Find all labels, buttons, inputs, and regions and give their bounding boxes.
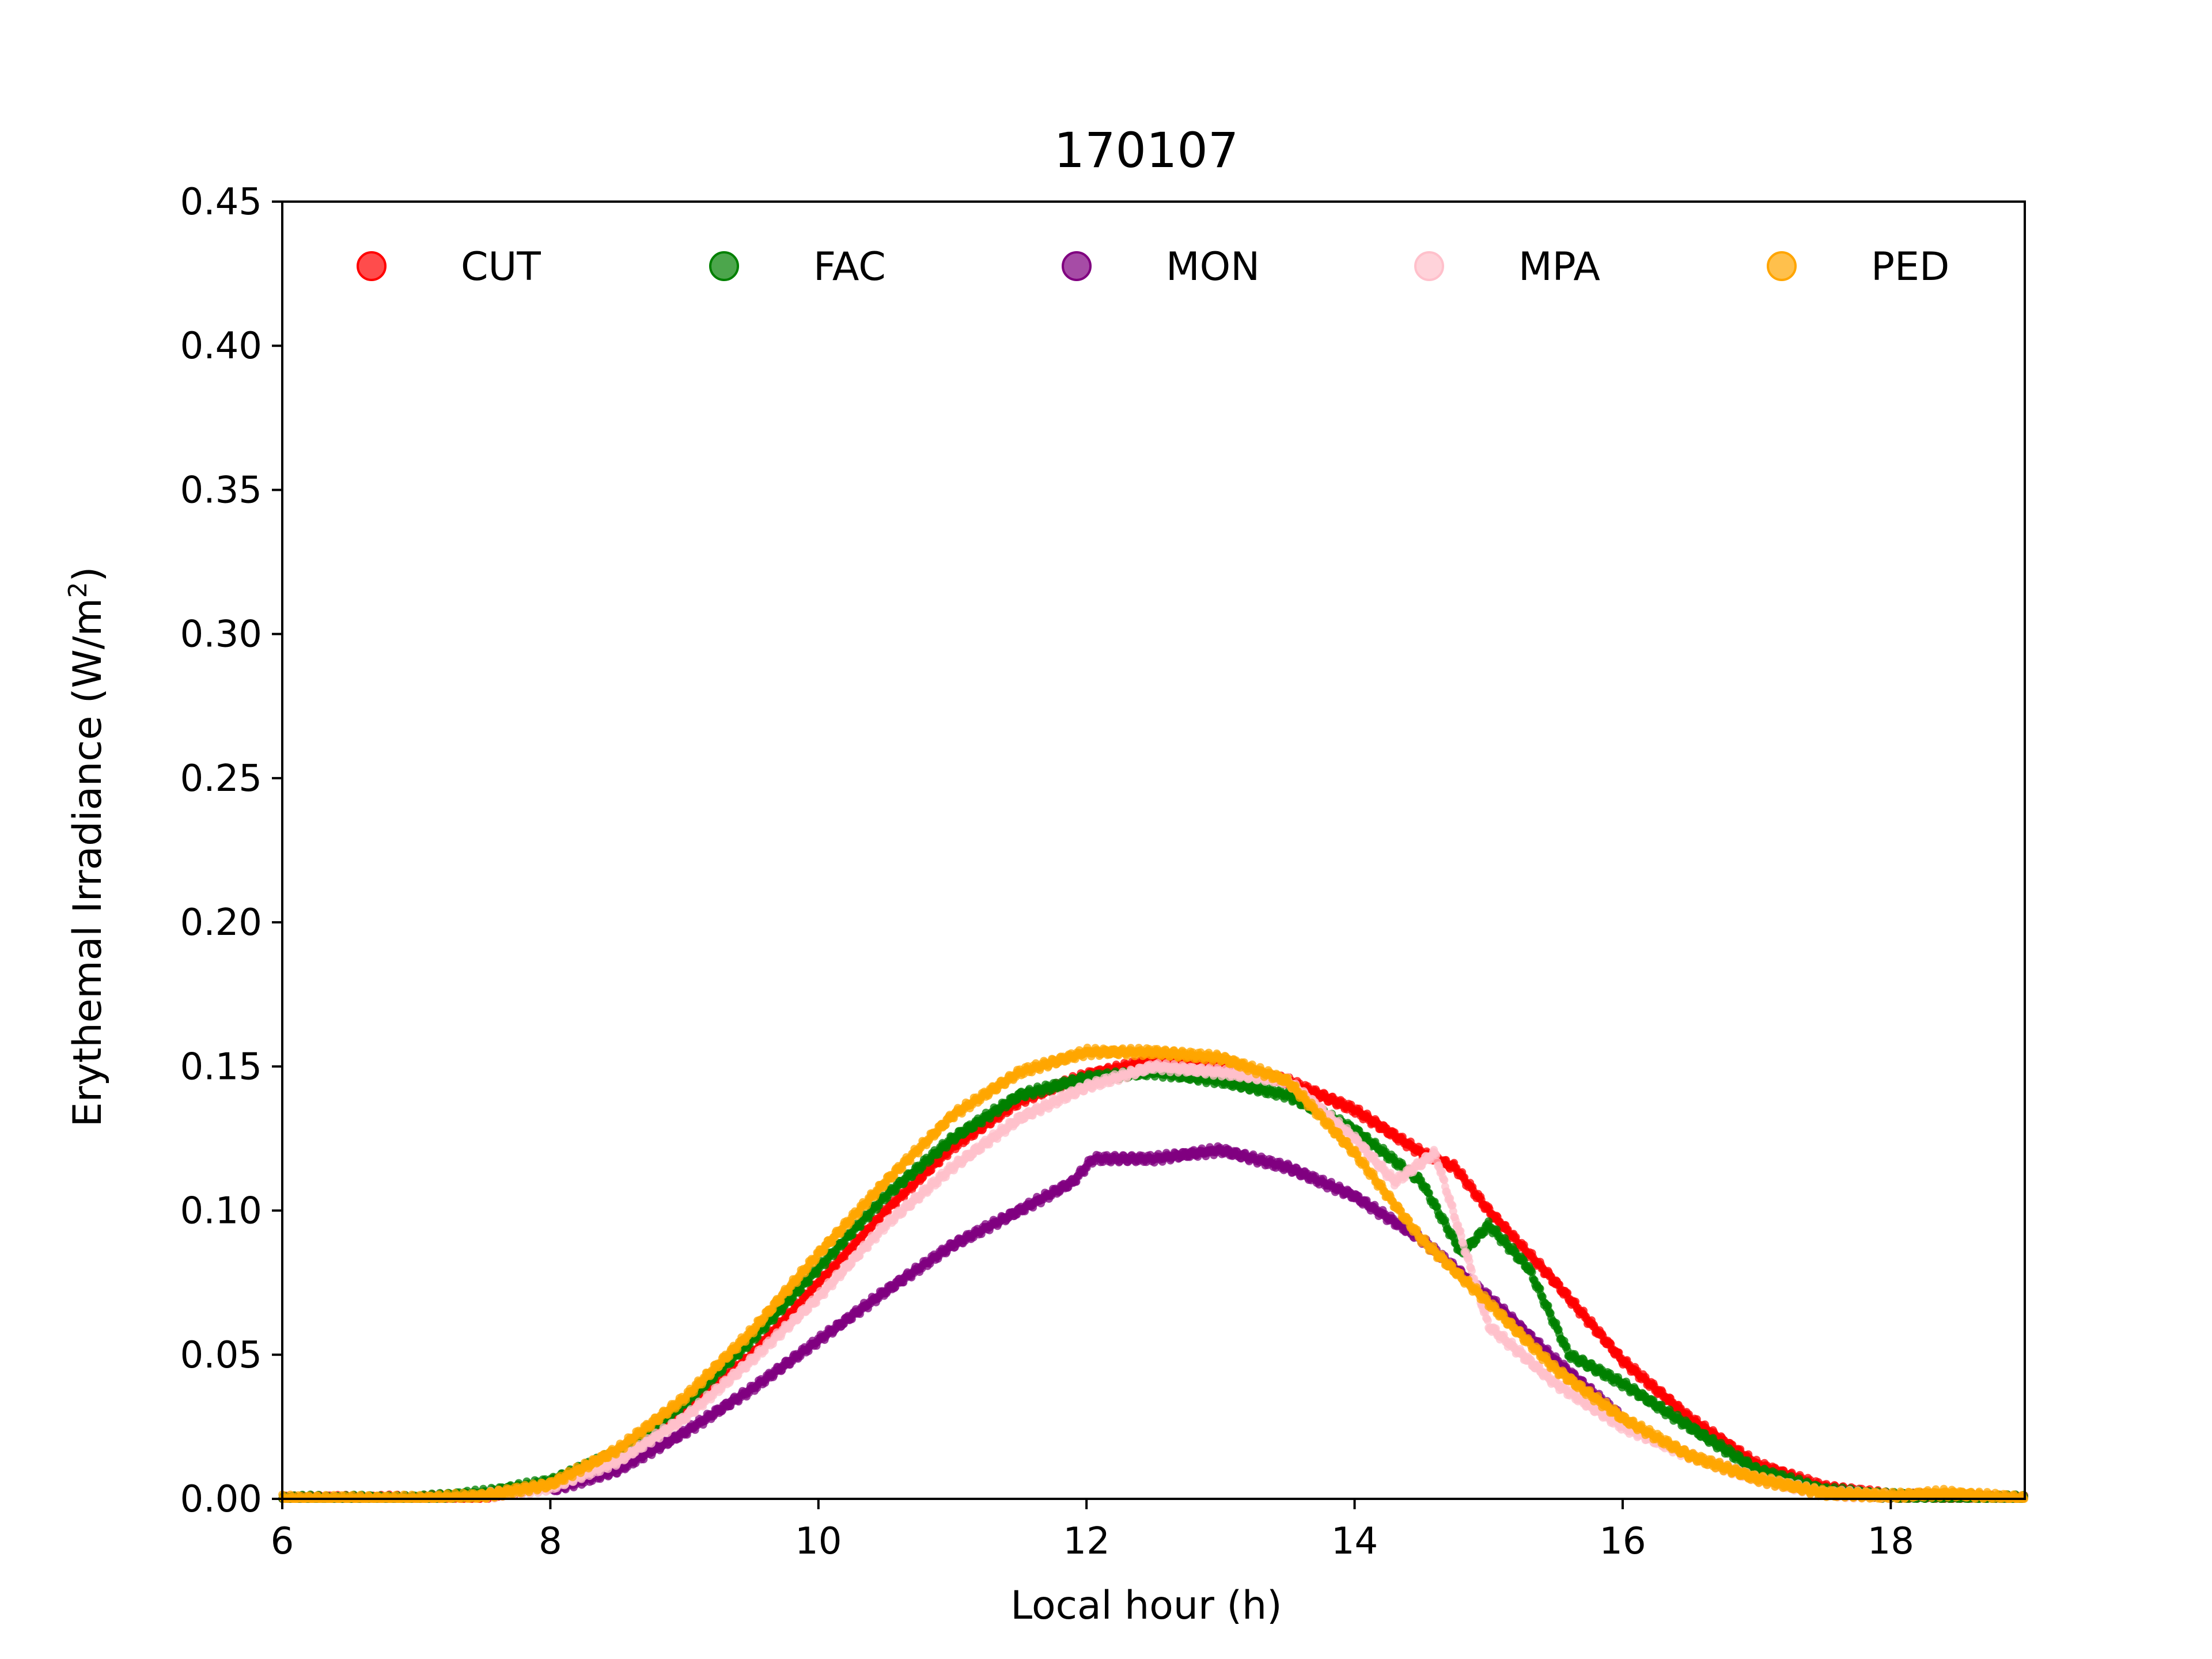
chart-title: 170107: [1054, 122, 1239, 179]
